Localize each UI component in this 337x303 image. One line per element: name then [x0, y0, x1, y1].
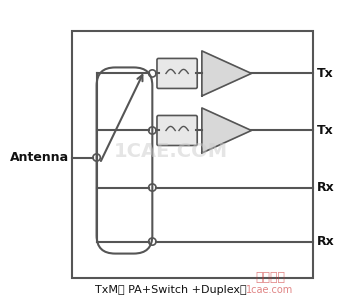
Text: 仿真在线: 仿真在线 [255, 271, 285, 284]
Text: Rx: Rx [316, 181, 334, 194]
Polygon shape [202, 108, 251, 153]
Text: 1cae.com: 1cae.com [246, 285, 294, 295]
Polygon shape [202, 51, 251, 96]
Bar [72, 32, 313, 278]
Text: TxM（ PA+Switch +Duplex）: TxM（ PA+Switch +Duplex） [95, 285, 247, 295]
FancyBboxPatch shape [157, 115, 197, 145]
FancyBboxPatch shape [157, 58, 197, 88]
Text: Antenna: Antenna [10, 151, 69, 164]
Text: Rx: Rx [316, 235, 334, 248]
Text: 1CAE.COM: 1CAE.COM [114, 142, 228, 161]
Text: Tx: Tx [316, 67, 333, 80]
Text: Tx: Tx [316, 124, 333, 137]
